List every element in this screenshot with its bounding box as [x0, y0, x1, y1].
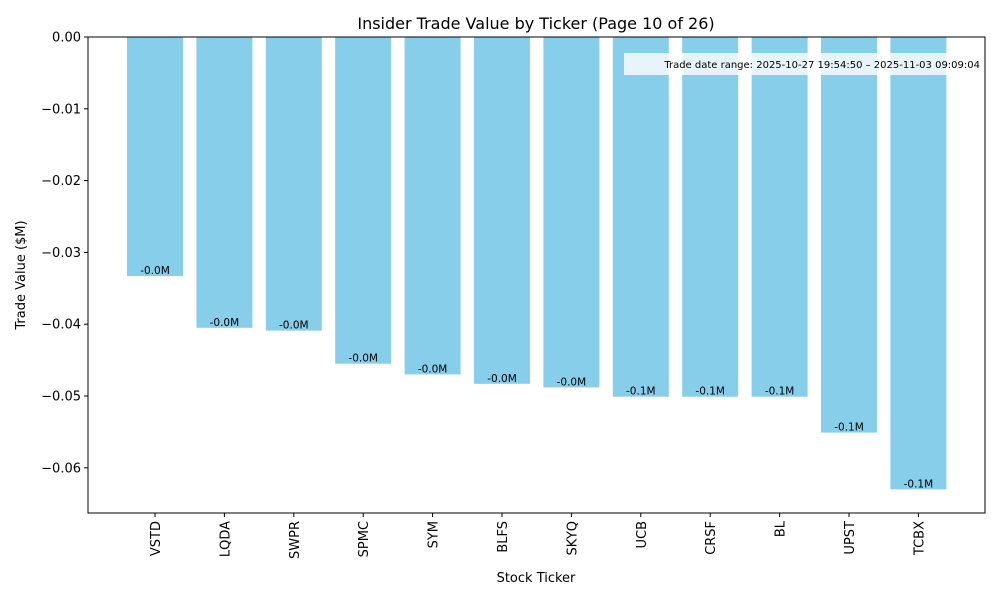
bar-swpr: [266, 37, 322, 331]
annotation-box: Trade date range: 2025-10-27 19:54:50 – …: [624, 53, 984, 75]
bar-bl: [752, 37, 808, 397]
x-tick-label-swpr: SWPR: [288, 521, 303, 559]
bar-lqda: [196, 37, 252, 328]
x-tick-label-spmc: SPMC: [357, 521, 372, 557]
bar-chart: Insider Trade Value by Ticker (Page 10 o…: [0, 0, 1000, 600]
bar-ucb: [613, 37, 669, 397]
data-label-tcbx: -0.1M: [904, 478, 934, 490]
x-axis-label: Stock Ticker: [497, 571, 576, 586]
x-tick-label-crsf: CRSF: [704, 521, 719, 555]
y-tick-label: −0.02: [41, 174, 81, 189]
x-tick-label-ucb: UCB: [635, 521, 650, 549]
data-label-vstd: -0.0M: [140, 265, 170, 277]
data-label-sym: -0.0M: [418, 363, 448, 375]
x-tick-label-lqda: LQDA: [218, 521, 233, 557]
y-tick-label: −0.03: [41, 246, 81, 261]
y-tick-label: −0.04: [41, 318, 81, 333]
x-tick-label-skyq: SKYQ: [565, 521, 580, 556]
data-label-bl: -0.1M: [765, 386, 795, 398]
y-tick-label: −0.06: [41, 461, 81, 476]
chart-title: Insider Trade Value by Ticker (Page 10 o…: [357, 14, 714, 33]
x-tick-label-blfs: BLFS: [496, 521, 511, 553]
x-tick-label-sym: SYM: [427, 521, 442, 548]
x-tick-label-upst: UPST: [843, 521, 858, 555]
data-label-skyq: -0.0M: [557, 376, 587, 388]
x-tick-label-vstd: VSTD: [149, 521, 164, 556]
x-tick-label-bl: BL: [774, 520, 789, 537]
y-tick-label: −0.05: [41, 390, 81, 405]
data-label-crsf: -0.1M: [695, 386, 725, 398]
bar-blfs: [474, 37, 530, 384]
data-label-ucb: -0.1M: [626, 386, 656, 398]
bar-skyq: [543, 37, 599, 387]
data-label-spmc: -0.0M: [348, 353, 378, 365]
bar-upst: [821, 37, 877, 433]
y-axis-label: Trade Value ($M): [14, 220, 29, 330]
data-label-lqda: -0.0M: [210, 317, 240, 329]
bar-tcbx: [890, 37, 946, 489]
y-tick-label: −0.01: [41, 102, 81, 117]
data-label-swpr: -0.0M: [279, 320, 309, 332]
bar-spmc: [335, 37, 391, 364]
data-label-upst: -0.1M: [834, 422, 864, 434]
bar-sym: [405, 37, 461, 374]
x-tick-label-tcbx: TCBX: [912, 521, 927, 556]
bar-crsf: [682, 37, 738, 397]
annotation-text: Trade date range: 2025-10-27 19:54:50 – …: [663, 60, 980, 71]
bar-vstd: [127, 37, 183, 276]
data-label-blfs: -0.0M: [487, 373, 517, 385]
y-tick-label: 0.00: [52, 31, 81, 46]
